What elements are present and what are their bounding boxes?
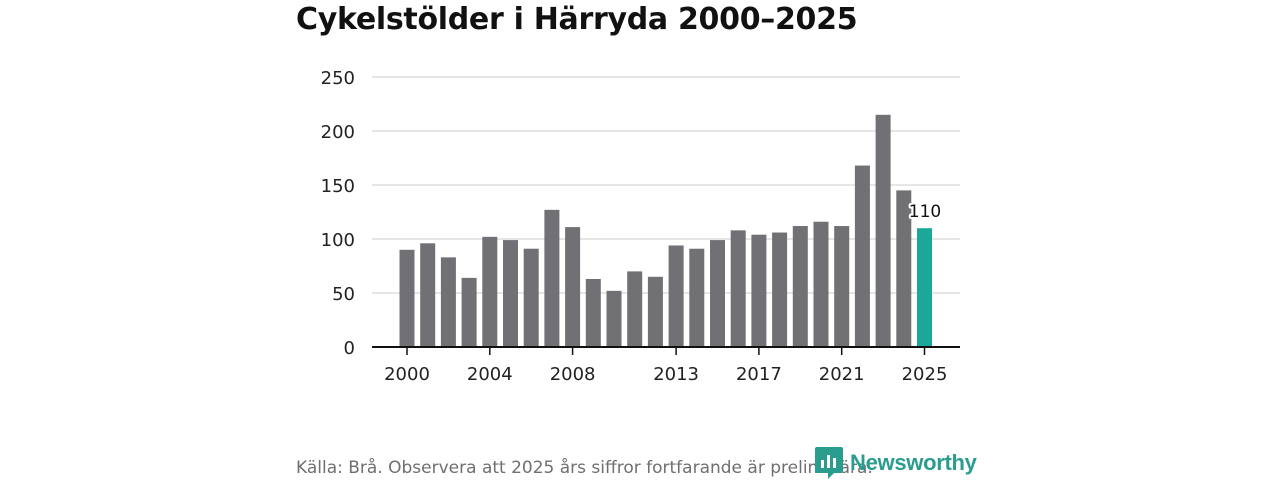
bar-2025 [917,228,932,347]
bar-2003 [461,277,477,347]
bar-2007 [544,209,560,347]
bar-2010 [606,290,622,347]
bar-chart: 0 50 100 150 200 250 2000 2004 2008 2013 2017 2021… [321,68,960,385]
bar-2000 [399,249,415,347]
bar-2009 [585,278,601,347]
newsworthy-logo: Newsworthy [814,446,977,480]
y-tick-label-0: 0 [344,338,355,359]
bar-2024 [896,190,912,347]
source-note: Källa: Brå. Observera att 2025 års siffr… [296,458,873,478]
data-label-2025: 110 [909,202,941,222]
y-tick-label-50: 50 [332,284,355,305]
y-axis-labels: 0 50 100 150 200 250 [321,68,355,359]
x-axis-labels: 2000 2004 2008 2013 2017 2021 2025 [384,364,947,385]
newsworthy-logo-text: Newsworthy [850,450,977,475]
x-tick-label-2017: 2017 [736,364,782,385]
bar-2013 [668,245,684,347]
bar-2004 [482,236,498,347]
x-tick-label-2008: 2008 [550,364,596,385]
bar-2018 [772,232,788,347]
bar-2001 [420,243,436,347]
bar-2019 [792,226,808,347]
bar-2014 [689,248,705,347]
bar-2016 [730,230,746,347]
x-tick-label-2013: 2013 [653,364,699,385]
y-tick-label-250: 250 [321,68,355,89]
bar-2015 [710,240,725,347]
bar-2002 [440,257,456,347]
x-tick-label-2000: 2000 [384,364,430,385]
annotations: 110 [907,200,943,224]
bar-2023 [875,114,891,347]
x-tick-label-2021: 2021 [819,364,865,385]
newsworthy-chart-bubble-icon [815,447,843,479]
bar-2006 [523,248,539,347]
y-tick-label-100: 100 [321,230,355,251]
chart-title: Cykelstölder i Härryda 2000–2025 [296,2,858,37]
x-tick-label-2004: 2004 [467,364,513,385]
x-axis [372,346,960,355]
bars [399,114,932,347]
bar-2021 [834,226,850,347]
bar-2011 [627,271,643,347]
bar-2008 [565,227,581,347]
bar-2012 [647,276,663,347]
x-tick-label-2025: 2025 [902,364,948,385]
gridlines [372,76,960,294]
bar-2005 [503,240,518,347]
bar-2017 [751,234,767,347]
bar-2022 [854,165,870,347]
y-tick-label-200: 200 [321,122,355,143]
bar-2020 [813,221,829,347]
y-tick-label-150: 150 [321,176,355,197]
